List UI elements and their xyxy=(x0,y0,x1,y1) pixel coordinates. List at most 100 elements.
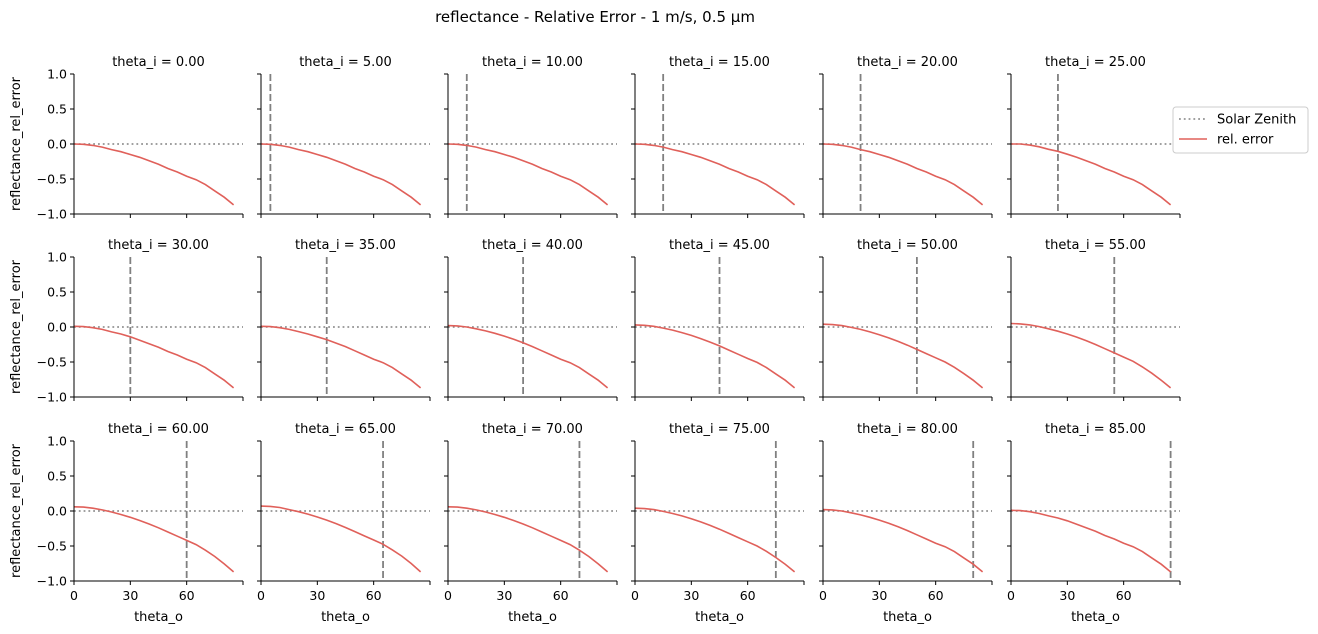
rel-error-line xyxy=(73,506,235,573)
rel-error-line xyxy=(634,324,796,389)
x-axis-label: theta_o xyxy=(695,610,744,625)
y-axis-label: reflectance_rel_error xyxy=(9,259,24,394)
x-tick-label: 0 xyxy=(819,588,827,603)
panel-theta-i-50: theta_i = 50.00 xyxy=(819,238,993,401)
y-tick-label: 1.0 xyxy=(47,67,67,82)
y-tick-label: 1.0 xyxy=(47,434,67,449)
legend-label: Solar Zenith xyxy=(1217,113,1296,128)
rel-error-line xyxy=(634,507,796,573)
legend-frame xyxy=(1172,106,1309,154)
x-tick-label: 30 xyxy=(683,588,699,603)
y-axis-label: reflectance_rel_error xyxy=(9,76,24,211)
rel-error-line xyxy=(822,508,984,573)
x-tick-label: 60 xyxy=(1116,588,1132,603)
y-tick-label: −1.0 xyxy=(37,390,67,405)
rel-error-line xyxy=(1011,143,1172,206)
panel-theta-i-0: theta_i = 0.00 1.0 0.5 0.0 −0.5 −1.0 reflectan… xyxy=(9,55,244,222)
x-axis-label: theta_o xyxy=(134,610,183,625)
panel-theta-i-75: theta_i = 75.00 0 30 60 theta_o xyxy=(631,422,805,625)
x-tick-label: 0 xyxy=(444,588,452,603)
rel-error-line xyxy=(1010,509,1172,573)
panel-title: theta_i = 35.00 xyxy=(295,238,396,253)
x-tick-label: 30 xyxy=(122,588,138,603)
panel-theta-i-15: theta_i = 15.00 xyxy=(631,55,805,218)
panel-title: theta_i = 5.00 xyxy=(299,55,392,70)
rel-error-line xyxy=(447,506,609,573)
rel-error-line xyxy=(260,325,422,389)
x-tick-label: 60 xyxy=(928,588,944,603)
y-tick-label: 0.5 xyxy=(47,285,67,300)
x-axis-label: theta_o xyxy=(883,610,932,625)
x-tick-label: 30 xyxy=(496,588,512,603)
panel-theta-i-30: theta_i = 30.00 1.0 0.5 0.0 −0.5 −1.0 reflecta… xyxy=(9,238,244,405)
y-tick-label: 0.5 xyxy=(47,469,67,484)
rel-error-line xyxy=(1010,322,1172,389)
y-tick-label: −0.5 xyxy=(37,539,67,554)
y-tick-label: 1.0 xyxy=(47,250,67,265)
panel-title: theta_i = 65.00 xyxy=(295,422,396,437)
panel-theta-i-85: theta_i = 85.00 0 30 60 theta_o xyxy=(1007,422,1181,625)
x-tick-label: 60 xyxy=(179,588,195,603)
panel-title: theta_i = 15.00 xyxy=(669,55,770,70)
rel-error-line xyxy=(260,505,422,573)
rel-error-line xyxy=(634,143,796,206)
panel-theta-i-80: theta_i = 80.00 0 30 60 theta_o xyxy=(819,422,993,625)
panel-theta-i-10: theta_i = 10.00 xyxy=(444,55,618,218)
rel-error-line xyxy=(447,324,609,389)
legend: Solar Zenith rel. error xyxy=(1172,106,1309,154)
panel-title: theta_i = 10.00 xyxy=(482,55,583,70)
panel-theta-i-60: theta_i = 60.00 1.0 0.5 0.0 −0.5 −1.00 30 60 the… xyxy=(9,422,244,625)
x-tick-label: 0 xyxy=(257,588,265,603)
panel-grid: theta_i = 0.00 1.0 0.5 0.0 −0.5 −1.0 reflectan… xyxy=(9,55,1181,625)
legend-label: rel. error xyxy=(1217,133,1274,148)
x-tick-label: 30 xyxy=(309,588,325,603)
panel-title: theta_i = 75.00 xyxy=(669,422,770,437)
panel-theta-i-25: theta_i = 25.00 xyxy=(1007,55,1181,218)
panel-theta-i-55: theta_i = 55.00 xyxy=(1007,238,1181,401)
y-tick-label: 0.5 xyxy=(47,102,67,117)
panel-theta-i-20: theta_i = 20.00 xyxy=(819,55,993,218)
rel-error-line xyxy=(73,143,235,206)
panel-theta-i-45: theta_i = 45.00 xyxy=(631,238,805,401)
panel-title: theta_i = 85.00 xyxy=(1045,422,1146,437)
panel-title: theta_i = 40.00 xyxy=(482,238,583,253)
y-axis-label: reflectance_rel_error xyxy=(9,443,24,578)
rel-error-line xyxy=(822,323,984,389)
panel-title: theta_i = 80.00 xyxy=(857,422,958,437)
x-axis-label: theta_o xyxy=(508,610,557,625)
x-tick-label: 60 xyxy=(740,588,756,603)
rel-error-line xyxy=(260,143,422,206)
panel-theta-i-70: theta_i = 70.00 0 30 60 theta_o xyxy=(444,422,618,625)
y-tick-label: −1.0 xyxy=(37,207,67,222)
x-tick-label: 60 xyxy=(553,588,569,603)
x-tick-label: 30 xyxy=(871,588,887,603)
panel-title: theta_i = 70.00 xyxy=(482,422,583,437)
rel-error-line xyxy=(73,325,235,389)
y-tick-label: −0.5 xyxy=(37,355,67,370)
panel-title: theta_i = 25.00 xyxy=(1045,55,1146,70)
panel-title: theta_i = 20.00 xyxy=(857,55,958,70)
rel-error-line xyxy=(822,143,984,206)
y-tick-label: 0.0 xyxy=(47,320,67,335)
panel-theta-i-5: theta_i = 5.00 xyxy=(257,55,431,218)
figure-title: reflectance - Relative Error - 1 m/s, 0.… xyxy=(435,8,755,26)
x-tick-label: 0 xyxy=(631,588,639,603)
x-tick-label: 30 xyxy=(1059,588,1075,603)
x-axis-label: theta_o xyxy=(1071,610,1120,625)
x-axis-label: theta_o xyxy=(321,610,370,625)
y-tick-label: 0.0 xyxy=(47,137,67,152)
rel-error-line xyxy=(447,143,609,206)
panel-title: theta_i = 60.00 xyxy=(108,422,209,437)
panel-title: theta_i = 30.00 xyxy=(108,238,209,253)
x-tick-label: 0 xyxy=(70,588,78,603)
panel-title: theta_i = 50.00 xyxy=(857,238,958,253)
y-tick-label: −1.0 xyxy=(37,574,67,589)
panel-title: theta_i = 45.00 xyxy=(669,238,770,253)
panel-theta-i-35: theta_i = 35.00 xyxy=(257,238,431,401)
panel-title: theta_i = 55.00 xyxy=(1045,238,1146,253)
panel-theta-i-40: theta_i = 40.00 xyxy=(444,238,618,401)
y-tick-label: −0.5 xyxy=(37,172,67,187)
x-tick-label: 60 xyxy=(366,588,382,603)
x-tick-label: 0 xyxy=(1007,588,1015,603)
